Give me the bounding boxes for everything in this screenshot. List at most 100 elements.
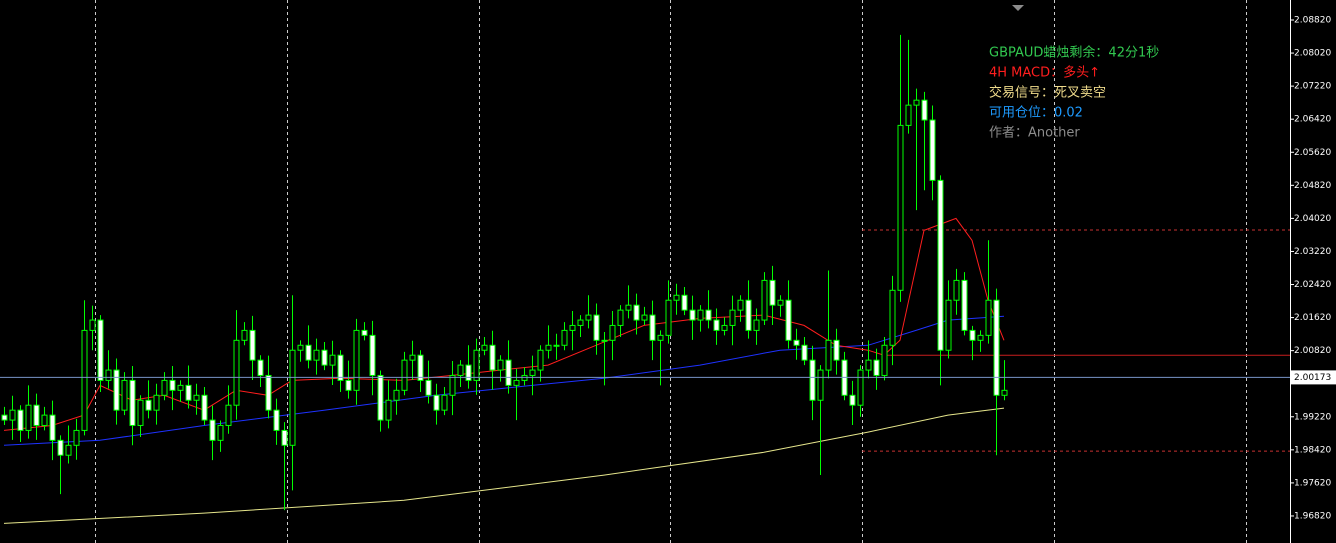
candle-body xyxy=(665,299,672,336)
candle-body xyxy=(217,424,224,441)
candle-body xyxy=(761,279,768,321)
candle-body xyxy=(337,354,344,381)
candle-body xyxy=(177,384,184,391)
candle-body xyxy=(457,364,464,376)
candle-body xyxy=(585,314,592,321)
y-tick-label: 2.05620 xyxy=(1294,148,1331,158)
candle-body xyxy=(881,344,888,376)
candle-body xyxy=(513,379,520,386)
candle-body xyxy=(17,409,24,431)
candle-body xyxy=(529,369,536,376)
candle-body xyxy=(649,314,656,341)
candle-body xyxy=(297,344,304,351)
candle-body xyxy=(281,429,288,446)
y-tick-label: 1.98420 xyxy=(1294,445,1331,455)
candle-body xyxy=(489,344,496,371)
candle-body xyxy=(945,299,952,351)
current-price-box xyxy=(1291,370,1336,385)
candle-body xyxy=(777,299,784,306)
candle-body xyxy=(481,344,488,351)
candle-body xyxy=(497,359,504,371)
candle-body xyxy=(241,329,248,341)
candle-body xyxy=(105,369,112,381)
candle-body xyxy=(897,124,904,291)
candle-body xyxy=(689,309,696,321)
y-tick-label: 2.08820 xyxy=(1294,16,1331,26)
candle-body xyxy=(169,379,176,391)
candle-body xyxy=(697,309,704,321)
candle-body xyxy=(729,309,736,326)
candle-body xyxy=(257,359,264,376)
candle-body xyxy=(521,374,528,381)
candle-body xyxy=(137,399,144,426)
candle-body xyxy=(857,369,864,406)
candle-body xyxy=(449,374,456,396)
y-tick-label: 2.02420 xyxy=(1294,280,1331,290)
candle-body xyxy=(849,394,856,406)
y-tick-label: 2.08020 xyxy=(1294,49,1331,59)
candle-body xyxy=(129,379,136,426)
candle-body xyxy=(321,349,328,366)
candle-body xyxy=(769,279,776,306)
candle-body xyxy=(977,334,984,341)
candle-body xyxy=(969,329,976,341)
y-tick-label: 2.06420 xyxy=(1294,115,1331,125)
candle-body xyxy=(1,414,8,421)
candle-body xyxy=(265,374,272,411)
candle-body xyxy=(313,349,320,361)
candle-body xyxy=(209,419,216,441)
candle-body xyxy=(97,319,104,381)
y-tick-label: 2.07220 xyxy=(1294,82,1331,92)
candle-body xyxy=(161,379,168,396)
candle-body xyxy=(577,319,584,326)
y-tick-label: 2.04820 xyxy=(1294,181,1331,191)
candle-body xyxy=(425,379,432,396)
candle-body xyxy=(329,354,336,366)
candle-body xyxy=(905,104,912,126)
candle-body xyxy=(417,354,424,381)
candle-body xyxy=(673,294,680,301)
candle-body xyxy=(817,369,824,401)
candle-body xyxy=(929,119,936,181)
candle-body xyxy=(201,394,208,421)
candle-body xyxy=(937,179,944,351)
candle-body xyxy=(953,279,960,301)
candle-body xyxy=(809,359,816,401)
indicator-text: GBPAUD蜡烛剩余：42分1秒 xyxy=(989,45,1159,61)
candle-body xyxy=(801,344,808,361)
candle-body xyxy=(121,379,128,411)
candle-body xyxy=(145,399,152,411)
candle-body xyxy=(657,334,664,341)
candle-body xyxy=(537,349,544,371)
candle-body xyxy=(433,394,440,411)
candle-body xyxy=(193,394,200,401)
candle-body xyxy=(73,429,80,446)
candle-body xyxy=(633,304,640,321)
candle-body xyxy=(113,369,120,411)
candle-body xyxy=(545,344,552,351)
candle-body xyxy=(745,299,752,331)
candle-body xyxy=(961,279,968,331)
candle-body xyxy=(913,99,920,106)
candle-body xyxy=(57,439,64,456)
candle-body xyxy=(753,319,760,331)
candle-body xyxy=(361,329,368,336)
moving-average xyxy=(3,407,1005,524)
candle-body xyxy=(593,314,600,341)
candle-body xyxy=(89,319,96,331)
indicator-text: 可用仓位：0.02 xyxy=(989,106,1083,121)
candle-body xyxy=(785,299,792,341)
candle-body xyxy=(793,339,800,346)
candle-body xyxy=(369,334,376,376)
candle-body xyxy=(305,344,312,361)
candle-body xyxy=(873,359,880,376)
y-tick-label: 2.03220 xyxy=(1294,247,1331,257)
candle-body xyxy=(9,409,16,421)
candle-body xyxy=(561,329,568,346)
candle-body xyxy=(25,404,32,431)
candle-body xyxy=(713,319,720,331)
candle-body xyxy=(377,374,384,421)
candle-body xyxy=(441,394,448,411)
